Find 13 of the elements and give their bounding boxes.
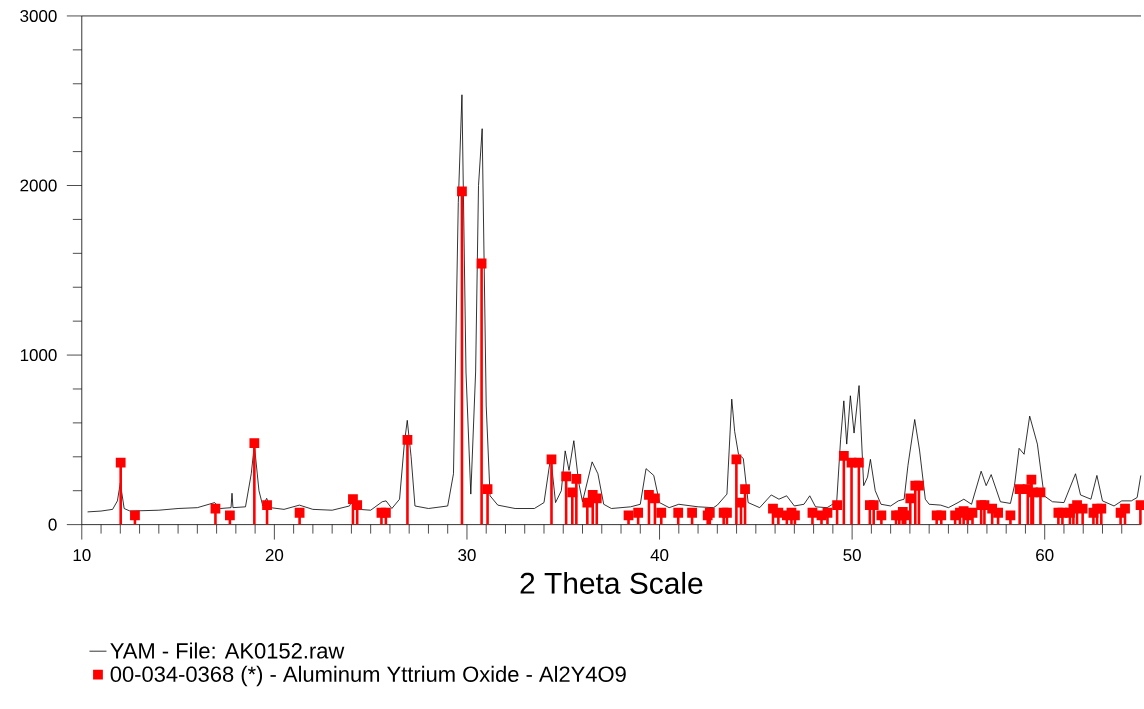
x-tick-label: 40 bbox=[650, 549, 669, 562]
y-tick-label: 3000 bbox=[20, 9, 57, 22]
legend-label: YAM - File: AK0152.raw bbox=[110, 642, 345, 659]
y-tick-label: 2000 bbox=[20, 179, 57, 192]
x-tick-label: 50 bbox=[843, 549, 861, 562]
x-tick-label: 10 bbox=[73, 549, 91, 562]
x-tick-label: 30 bbox=[458, 549, 476, 562]
y-tick-label: 0 bbox=[48, 518, 57, 531]
x-tick-label: 20 bbox=[265, 549, 284, 562]
y-tick-label: 1000 bbox=[20, 349, 57, 362]
x-tick-label: 60 bbox=[1036, 549, 1054, 562]
x-axis-title: 2 Theta Scale bbox=[520, 571, 703, 594]
legend-label: 00-034-0368 (*) - Aluminum Yttrium Oxide - Al2Y4O9 bbox=[110, 665, 626, 687]
